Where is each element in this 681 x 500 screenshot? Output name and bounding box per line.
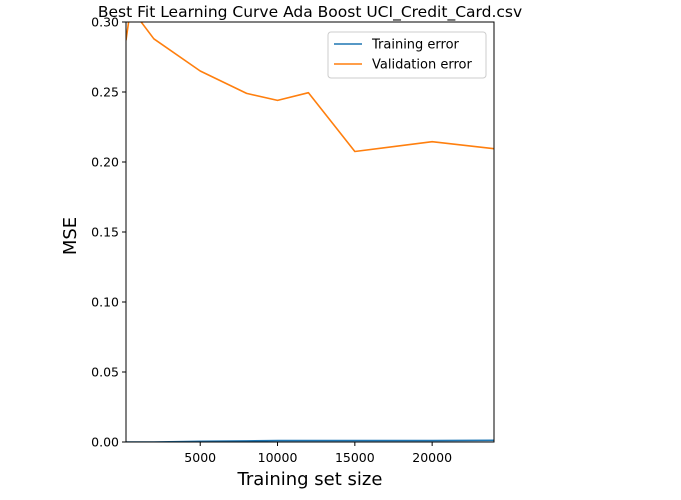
legend-label: Validation error: [372, 58, 472, 73]
legend: Training error Validation error: [327, 31, 487, 79]
y-tick-label: 0.10: [91, 295, 119, 310]
series-line-validation-error: [126, 22, 494, 153]
y-axis: 0.00 0.05 0.10 0.15 0.20 0.25 0.30: [91, 15, 126, 450]
x-axis-label: Training set size: [237, 469, 383, 490]
plot-frame: [125, 21, 495, 443]
y-tick-label: 0.00: [91, 435, 119, 450]
x-tick-label: 15000: [335, 450, 375, 465]
legend-box: [327, 31, 487, 79]
legend-label: Training error: [371, 38, 460, 53]
x-axis: 5000 10000 15000 20000: [184, 442, 452, 465]
y-tick-label: 0.05: [91, 365, 119, 380]
y-tick-label: 0.25: [91, 85, 119, 100]
x-tick-label: 20000: [412, 450, 452, 465]
legend-items: Training error Validation error: [334, 38, 472, 73]
plot-title: Best Fit Learning Curve Ada Boost UCI_Cr…: [98, 3, 522, 22]
series-line-training-error: [126, 439, 494, 442]
y-tick-label: 0.15: [91, 225, 119, 240]
series-layer: [126, 22, 494, 442]
y-axis-label: MSE: [60, 217, 81, 255]
x-tick-label: 5000: [184, 450, 216, 465]
y-tick-label: 0.30: [91, 15, 119, 30]
chart-title: Best Fit Learning Curve Ada Boost UCI_Cr…: [98, 3, 522, 22]
y-tick-label: 0.20: [91, 155, 119, 170]
x-tick-label: 10000: [258, 450, 298, 465]
